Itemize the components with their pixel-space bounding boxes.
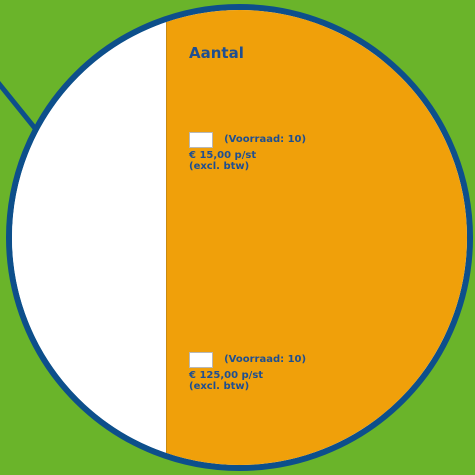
quantity-input[interactable] xyxy=(189,131,213,148)
quantity-header: Aantal xyxy=(189,44,244,62)
vat-label: (excl. btw) xyxy=(189,161,250,172)
quantity-input[interactable] xyxy=(189,351,213,368)
price-label: € 15,00 p/st xyxy=(189,150,257,161)
quantity-row: (Voorraad: 10) € 15,00 p/st (excl. btw) xyxy=(189,129,306,172)
product-column xyxy=(12,10,166,465)
price-label: € 125,00 p/st xyxy=(189,370,264,381)
quantity-row: (Voorraad: 10) € 125,00 p/st (excl. btw) xyxy=(189,349,306,392)
stock-label: (Voorraad: 10) xyxy=(224,354,307,365)
quantity-column: Aantal (Voorraad: 10) € 15,00 p/st (excl… xyxy=(166,10,467,465)
vat-label: (excl. btw) xyxy=(189,381,250,392)
magnifier-lens: Aantal (Voorraad: 10) € 15,00 p/st (excl… xyxy=(6,4,473,471)
stock-label: (Voorraad: 10) xyxy=(224,134,307,145)
